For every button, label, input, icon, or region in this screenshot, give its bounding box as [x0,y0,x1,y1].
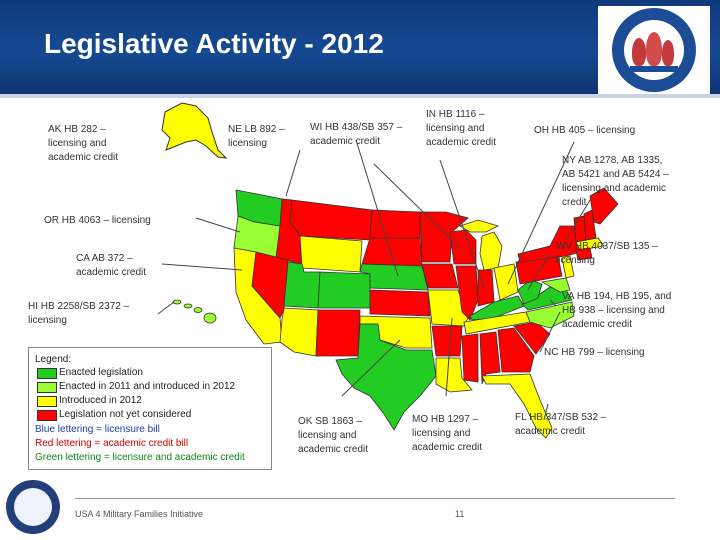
state-ar [431,325,463,357]
label-hi: HI HB 2258/SB 2372 – licensing [28,301,130,326]
seal-ring [612,8,696,92]
seal-family-figures [624,20,684,80]
state-mt [289,199,373,241]
state-fl [481,373,553,439]
page-title: Legislative Activity - 2012 [44,28,384,59]
state-ia [421,263,459,289]
label-ne: NE LB 892 – licensing [228,124,285,149]
state-ga [497,327,535,373]
state-nj [561,255,575,279]
state-ne [359,263,429,291]
state-ks [369,289,431,317]
state-md [540,277,571,293]
legend-green-note: Green lettering = licensure and academic… [35,452,245,463]
legend-item-introduced: Introduced in 2012 [59,395,142,406]
legend-swatch-not-considered [37,410,57,421]
state-tx [335,323,437,431]
legend-red-note: Red lettering = academic credit bill [35,438,189,449]
label-mo: MO HB 1297 – licensing and academic credit [412,414,483,453]
label-va: VA HB 194, HB 195, and HB 938 – licensing… [562,291,672,330]
footer-rule [75,498,675,499]
legend-blue-note: Blue lettering = licensure bill [35,424,160,435]
label-ny: NY AB 1278, AB 1335, AB 5421 and AB 5424 … [562,155,669,208]
label-wi: WI HB 438/SB 357 – academic credit [310,122,403,147]
label-or: OR HB 4063 – licensing [44,215,151,226]
state-mi-upper [459,219,500,233]
state-la [435,357,473,393]
state-nc [525,301,575,329]
state-nm [315,309,361,357]
legend-heading: Legend: [35,354,72,365]
mcfp-seal-logo [598,6,710,94]
label-ak: AK HB 282 – licensing and academic credit [48,124,119,163]
state-oh [493,263,519,301]
label-in: IN HB 1116 – licensing and academic credit [426,109,497,148]
state-ms [461,333,479,383]
state-me [589,187,619,225]
state-wi [449,229,477,265]
footer-text: USA 4 Military Families Initiative [75,509,204,519]
state-ct [575,247,593,261]
state-hi [172,299,217,324]
label-ok: OK SB 1863 – licensing and academic credit [298,416,369,455]
label-wv: WV HB 4037/SB 135 – licensing [556,241,658,266]
legend-swatch-enacted-2011 [37,382,57,393]
legend-item-enacted-2011: Enacted in 2011 and introduced in 2012 [59,381,236,392]
state-ak [161,102,228,159]
label-fl: FL HB 347/SB 532 – academic credit [515,412,607,437]
state-nv [251,251,289,319]
legend-item-enacted: Enacted legislation [59,367,143,378]
legend-box: Legend: Enacted legislation Enacted in 2… [28,347,272,470]
legend-swatch-introduced [37,396,57,407]
state-sc [513,321,551,355]
label-nc: NC HB 799 – licensing [544,347,645,358]
legend-swatch-enacted [37,368,57,379]
state-ma [575,237,605,251]
state-il [455,265,479,321]
header-underline [0,94,720,98]
label-ca: CA AB 372 – academic credit [76,253,147,278]
dod-seal-logo [6,480,60,534]
label-oh: OH HB 405 – licensing [534,125,636,136]
legend-item-not-considered: Legislation not yet considered [59,409,192,420]
page-number: 11 [455,509,465,519]
